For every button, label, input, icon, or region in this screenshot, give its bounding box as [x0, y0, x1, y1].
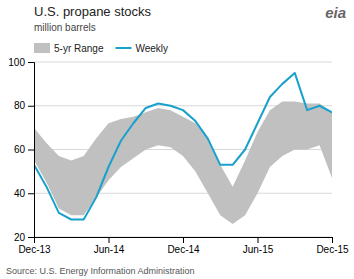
x-tick-mark	[258, 237, 259, 243]
band	[34, 101, 332, 224]
y-tick-label: 40	[14, 188, 26, 199]
x-tick-mark	[109, 237, 110, 243]
x-tick: Dec-15	[316, 237, 349, 255]
y-tick-mark	[28, 237, 34, 238]
legend-swatch	[115, 47, 131, 49]
x-tick-mark	[332, 237, 333, 243]
plot: Dec-13 Jun-14 Dec-14 Jun-15 Dec-15 20 40 60 80 10…	[8, 57, 349, 255]
marks	[34, 73, 332, 224]
line	[34, 73, 332, 220]
x-tick-label: Jun-15	[243, 244, 274, 255]
grid-line	[34, 62, 332, 63]
x-axis: Dec-13 Jun-14 Dec-14 Jun-15 Dec-15	[18, 237, 349, 255]
title: U.S. propane stocks	[34, 4, 152, 19]
legend-item: Weekly	[115, 43, 168, 54]
y-tick: 60	[14, 144, 34, 155]
x-tick: Jun-15	[243, 237, 274, 255]
legend-label: 5-yr Range	[54, 43, 104, 54]
y-tick-label: 80	[14, 100, 26, 111]
legend-label: Weekly	[135, 43, 168, 54]
y-tick-mark	[28, 193, 34, 194]
legend: 5-yr Range Weekly	[34, 43, 168, 54]
y-tick-label: 60	[14, 144, 26, 155]
y-axis-line	[28, 63, 35, 238]
y-tick-label: 20	[14, 232, 26, 243]
x-tick-label: Dec-13	[18, 244, 51, 255]
x-tick: Dec-14	[167, 237, 200, 255]
x-tick-label: Dec-15	[316, 244, 349, 255]
x-tick-label: Dec-14	[167, 244, 200, 255]
legend-item: 5-yr Range	[34, 43, 104, 54]
y-tick: 100	[8, 57, 34, 68]
logo: eia	[325, 4, 346, 21]
y-tick-mark	[28, 150, 34, 151]
y-tick-mark	[28, 62, 34, 63]
y-tick-mark	[28, 106, 34, 107]
subtitle: million barrels	[34, 22, 96, 33]
source: Source: U.S. Energy Information Administ…	[6, 266, 195, 276]
y-tick: 20	[14, 232, 34, 243]
y-axis: 20 40 60 80 100	[8, 57, 34, 243]
x-tick-mark	[183, 237, 184, 243]
x-axis-line	[35, 238, 333, 244]
grid	[34, 62, 332, 237]
chart-container: U.S. propane stocks million barrels Source…	[0, 0, 354, 279]
x-tick-label: Jun-14	[94, 244, 125, 255]
x-tick: Jun-14	[94, 237, 125, 255]
chart: U.S. propane stocks million barrels Source…	[0, 0, 354, 279]
legend-swatch	[34, 43, 50, 53]
y-tick: 40	[14, 188, 34, 199]
y-tick-label: 100	[8, 57, 25, 68]
y-tick: 80	[14, 100, 34, 111]
